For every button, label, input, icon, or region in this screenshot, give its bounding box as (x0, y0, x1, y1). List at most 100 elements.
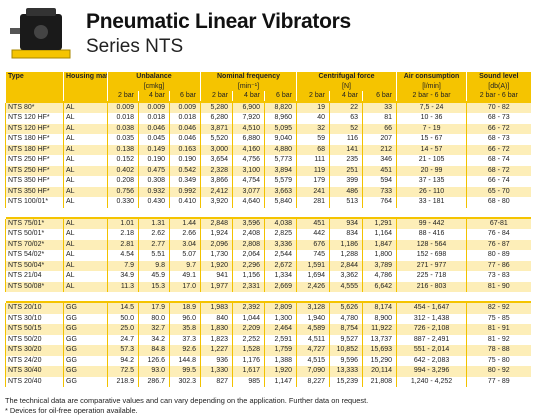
data-cell: 7 - 19 (396, 123, 467, 134)
data-cell: 281 (296, 197, 330, 208)
data-cell: 32.7 (138, 324, 170, 335)
rule-cell (5, 216, 531, 219)
header-blank (5, 91, 64, 101)
data-cell: 2,426 (296, 281, 330, 292)
data-cell: 65 - 70 (466, 186, 531, 197)
data-cell: 8,174 (361, 303, 397, 314)
data-cell: 1,156 (232, 271, 265, 282)
data-cell: NTS 120 HF* (5, 123, 64, 134)
data-cell: 15,290 (361, 355, 397, 366)
data-cell: 10 - 36 (396, 113, 467, 124)
data-cell: 212 (361, 144, 397, 155)
data-cell: 68 - 74 (466, 155, 531, 166)
data-cell: 1,800 (361, 250, 397, 261)
data-cell: 0.138 (107, 144, 139, 155)
data-cell: 6,880 (232, 134, 265, 145)
data-cell: 3,077 (232, 186, 265, 197)
data-cell: NTS 54/02* (5, 250, 64, 261)
data-cell: 0.046 (169, 134, 201, 145)
data-cell: 2,544 (264, 250, 297, 261)
data-cell: 3,866 (200, 176, 233, 187)
data-cell: 1,176 (232, 355, 265, 366)
data-cell: 2,331 (232, 281, 265, 292)
data-cell: 218.9 (107, 376, 139, 387)
data-cell: 3,654 (200, 155, 233, 166)
data-cell: 225 - 718 (396, 271, 467, 282)
data-cell: AL (63, 144, 108, 155)
data-cell: 144.8 (169, 355, 201, 366)
data-cell: 18.9 (169, 303, 201, 314)
data-cell: 0.018 (107, 113, 139, 124)
header-cell: Housing material (63, 72, 108, 82)
data-cell: NTS 50/20 (5, 334, 64, 345)
data-cell: AL (63, 197, 108, 208)
data-cell: 59 (296, 134, 330, 145)
data-cell: 75 - 80 (466, 355, 531, 366)
header-cell: Sound level (466, 72, 531, 82)
data-cell: 3,000 (200, 144, 233, 155)
data-cell: NTS 70/02* (5, 239, 64, 250)
data-cell: NTS 250 HF* (5, 165, 64, 176)
data-cell: 80 - 89 (466, 250, 531, 261)
data-cell: AL (63, 229, 108, 240)
data-cell: 73 - 83 (466, 271, 531, 282)
data-cell: 81 (361, 113, 397, 124)
data-cell: 2,064 (232, 250, 265, 261)
data-cell: 8,227 (296, 376, 330, 387)
data-cell: 0.932 (138, 186, 170, 197)
data-cell: 1,288 (329, 250, 363, 261)
data-cell: 21 - 105 (396, 155, 467, 166)
data-cell: 37.3 (169, 334, 201, 345)
data-cell: 1,940 (296, 313, 330, 324)
data-cell: 49.1 (169, 271, 201, 282)
data-cell: AL (63, 260, 108, 271)
data-cell: 936 (200, 355, 233, 366)
data-cell: 827 (200, 376, 233, 387)
data-cell: 9,596 (329, 355, 363, 366)
data-cell: 4,555 (329, 281, 363, 292)
data-cell: 9,040 (264, 134, 297, 145)
data-cell: NTS 180 HF* (5, 134, 64, 145)
data-cell: 2.77 (138, 239, 170, 250)
data-cell: 77 - 86 (466, 260, 531, 271)
data-cell: 126.6 (138, 355, 170, 366)
header-cell: Nominal frequency (200, 72, 297, 82)
data-cell: 63 (329, 113, 363, 124)
data-cell: 1,330 (200, 366, 233, 377)
data-cell: 207 (361, 134, 397, 145)
data-cell: 4,511 (296, 334, 330, 345)
group-rule (5, 100, 531, 103)
data-cell: 0.402 (107, 165, 139, 176)
data-cell: 80.0 (138, 313, 170, 324)
unit-cell: [db(A)] (466, 81, 531, 91)
data-cell: GG (63, 313, 108, 324)
data-row: NTS 250 HF* AL 0.402 0.475 0.542 2,328 3,100 3,… (5, 165, 531, 176)
data-cell: 887 - 2,491 (396, 334, 467, 345)
subtitle: Series NTS (86, 36, 184, 57)
data-cell: AL (63, 134, 108, 145)
data-cell: 40 (296, 113, 330, 124)
data-cell: 2,408 (232, 229, 265, 240)
data-cell: 1,847 (361, 239, 397, 250)
data-cell: 77 - 89 (466, 376, 531, 387)
pressure-cell: 6 bar (169, 91, 201, 101)
data-cell: 1,044 (232, 313, 265, 324)
data-cell: 119 (296, 165, 330, 176)
data-cell: 22 (329, 102, 363, 113)
data-cell: 7,090 (296, 366, 330, 377)
data-cell: AL (63, 176, 108, 187)
data-cell: NTS 180 HF* (5, 144, 64, 155)
data-cell: 3,894 (264, 165, 297, 176)
data-cell: NTS 20/40 (5, 376, 64, 387)
data-cell: 241 (296, 186, 330, 197)
data-cell: 2,669 (264, 281, 297, 292)
data-cell: 5,773 (264, 155, 297, 166)
pressure-cell: 2 bar (296, 91, 330, 101)
data-cell: 4,160 (232, 144, 265, 155)
data-cell: 128 - 564 (396, 239, 467, 250)
data-cell: 26 - 110 (396, 186, 467, 197)
data-cell: 1.44 (169, 218, 201, 229)
data-cell: 5,520 (200, 134, 233, 145)
data-cell: AL (63, 102, 108, 113)
